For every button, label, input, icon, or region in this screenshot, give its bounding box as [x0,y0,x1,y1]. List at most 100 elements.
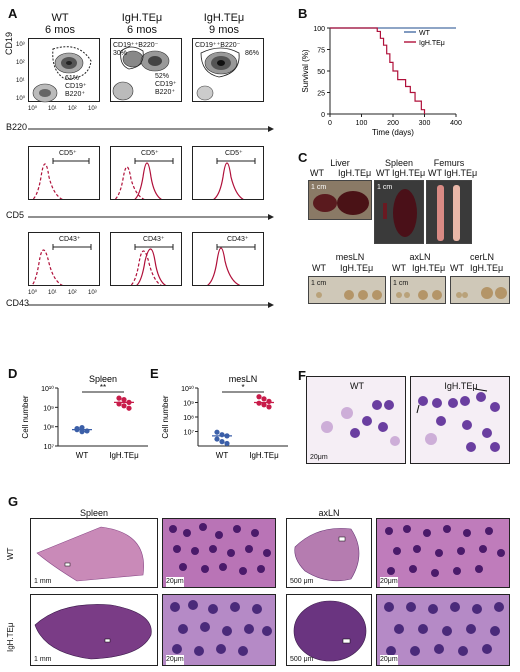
organ-title: Liver [330,158,350,168]
series-line [330,27,426,114]
smear-tg: IgH.TEμ [410,376,510,464]
flow-xlabel: B220 [6,122,28,132]
cd43-curve-tg6 [130,244,174,285]
tg-label: IgH.TEμ [340,263,374,273]
gate-top: CD19⁺⁺B220⁻ [113,42,159,49]
xtick: 10³ [88,106,97,112]
gate-top-pct: 86% [245,50,260,57]
xtick: 10² [68,290,77,296]
he-tissue [36,526,144,582]
panel-b-letter: B [298,6,308,21]
panel-g-letter: G [8,494,19,509]
cd5-curve-wt [32,158,90,199]
tg-label: IgH.TEμ [412,263,446,273]
wt-label: WT [392,263,406,273]
organ-title: Femurs [433,158,465,168]
liver-photo: 1 cm [308,180,372,220]
flow-density-wt [32,46,92,103]
x-category-label: IgH.TEμ [249,451,279,460]
y-tick-label: 10⁸ [183,415,194,422]
cd5-gate-label: CD5⁺ [225,150,243,157]
he-tissue [34,604,152,660]
gate-label: B220⁺ [155,89,176,96]
x-arrow [28,302,274,308]
y-tick-label: 25 [317,91,325,98]
he-tissue [294,528,360,582]
significance-label: ** [100,383,106,392]
scale-label: 20μm [310,454,328,461]
col-header-line1: IgH.TEμ [121,12,163,24]
spleen-dot-chart: Spleen 10¹⁰ 10⁹ 10⁸ 10⁷ Cell number WT IgH.TEμ *… [21,374,148,460]
femurs-photo [426,180,472,244]
cd43-histo-wt: CD43⁺ [28,232,100,286]
smear-title: IgH.TEμ [444,381,478,391]
gate-label: CD19⁺ [155,81,177,88]
col-header-wt: WT 6 mos [28,12,92,36]
panel-e-letter: E [150,366,159,381]
y-tick-label: 0 [321,112,325,119]
legend-label: WT [419,30,431,37]
tg-label: IgH.TEμ [470,263,504,273]
cd5-histo-tg6: CD5⁺ [110,146,182,200]
xtick: 10² [68,106,77,112]
he-spleen-tg-high: 20μm [162,594,276,666]
tg-label: IgH.TEμ [338,168,372,178]
axln-photo: 1 cm [390,276,446,304]
mesln-dot-chart: mesLN 10¹⁰ 10⁹ 10⁸ 10⁷ Cell number WT IgH.TEμ * [161,374,288,460]
x-category-label: IgH.TEμ [109,451,139,460]
cd5-gate-label: CD5⁺ [141,150,159,157]
scale-label: 500 μm [290,578,314,585]
he-cells [169,523,271,575]
he-ln-wt-high: 20μm [376,518,510,588]
flow-density-tg6 [112,46,170,101]
ytick: 10⁰ [16,96,26,102]
smear-cells-tg [416,388,500,452]
x-tick-label: 200 [387,120,399,127]
x-category-label: WT [76,451,89,460]
col-header-tg9: IgH.TEμ 9 mos [192,12,256,36]
he-spleen-wt-high: 20μm [162,518,276,588]
col-header-line1: IgH.TEμ [203,12,245,24]
organ-title: cerLN [469,252,494,262]
he-cells [385,525,505,577]
y-axis-label: Survival (%) [301,49,310,92]
cd43-gate-label: CD43⁺ [227,236,249,243]
flow-plot-tg9: CD19⁺⁺B220⁻ 86% [192,38,264,102]
scale-label: 1 mm [34,656,52,663]
flow-plot-tg6: CD19⁺⁺B220⁻ 30% 52% CD19⁺ B220⁺ [110,38,182,102]
he-cells [170,600,272,656]
organ-title: axLN [409,252,431,262]
data-point [219,432,225,438]
flow-ylabel: CD19 [4,31,14,55]
gate-label: CD19⁺ [65,83,87,90]
xtick: 10⁰ [28,106,38,112]
gate-label: B220⁺ [65,91,86,98]
ytick: 10¹ [16,78,25,84]
y-tick-label: 10⁹ [43,405,54,412]
flow-plot-wt: 61% CD19⁺ B220⁺ [28,38,100,103]
scale-label: 20μm [380,577,398,587]
data-point [261,396,267,402]
tg-label: IgH.TEμ [392,168,426,178]
spleen-photo: 1 cm [374,180,424,244]
smear-wt: WT 20μm [306,376,406,464]
chart-title: Spleen [89,374,117,384]
scale-label: 500 μm [290,656,314,663]
col-header-line2: 6 mos [45,24,75,36]
chart-title: mesLN [229,374,258,384]
y-tick-label: 10⁸ [43,425,54,432]
y-tick-label: 10⁷ [184,430,195,437]
cd43-curve-tg9 [207,244,256,285]
smear-title: WT [350,381,364,391]
x-tick-label: 300 [419,120,431,127]
cd43-xlabel: CD43 [6,298,30,308]
he-cells [384,602,504,656]
scale-label: 20μm [380,655,398,665]
femur-shapes [437,185,460,241]
y-tick-label: 10¹⁰ [181,385,194,393]
cd43-histo-tg6: CD43⁺ [110,232,182,286]
data-point [214,436,220,442]
panel-d-letter: D [8,366,18,381]
scale-label: 1 cm [311,184,327,191]
y-tick-label: 50 [317,69,325,76]
